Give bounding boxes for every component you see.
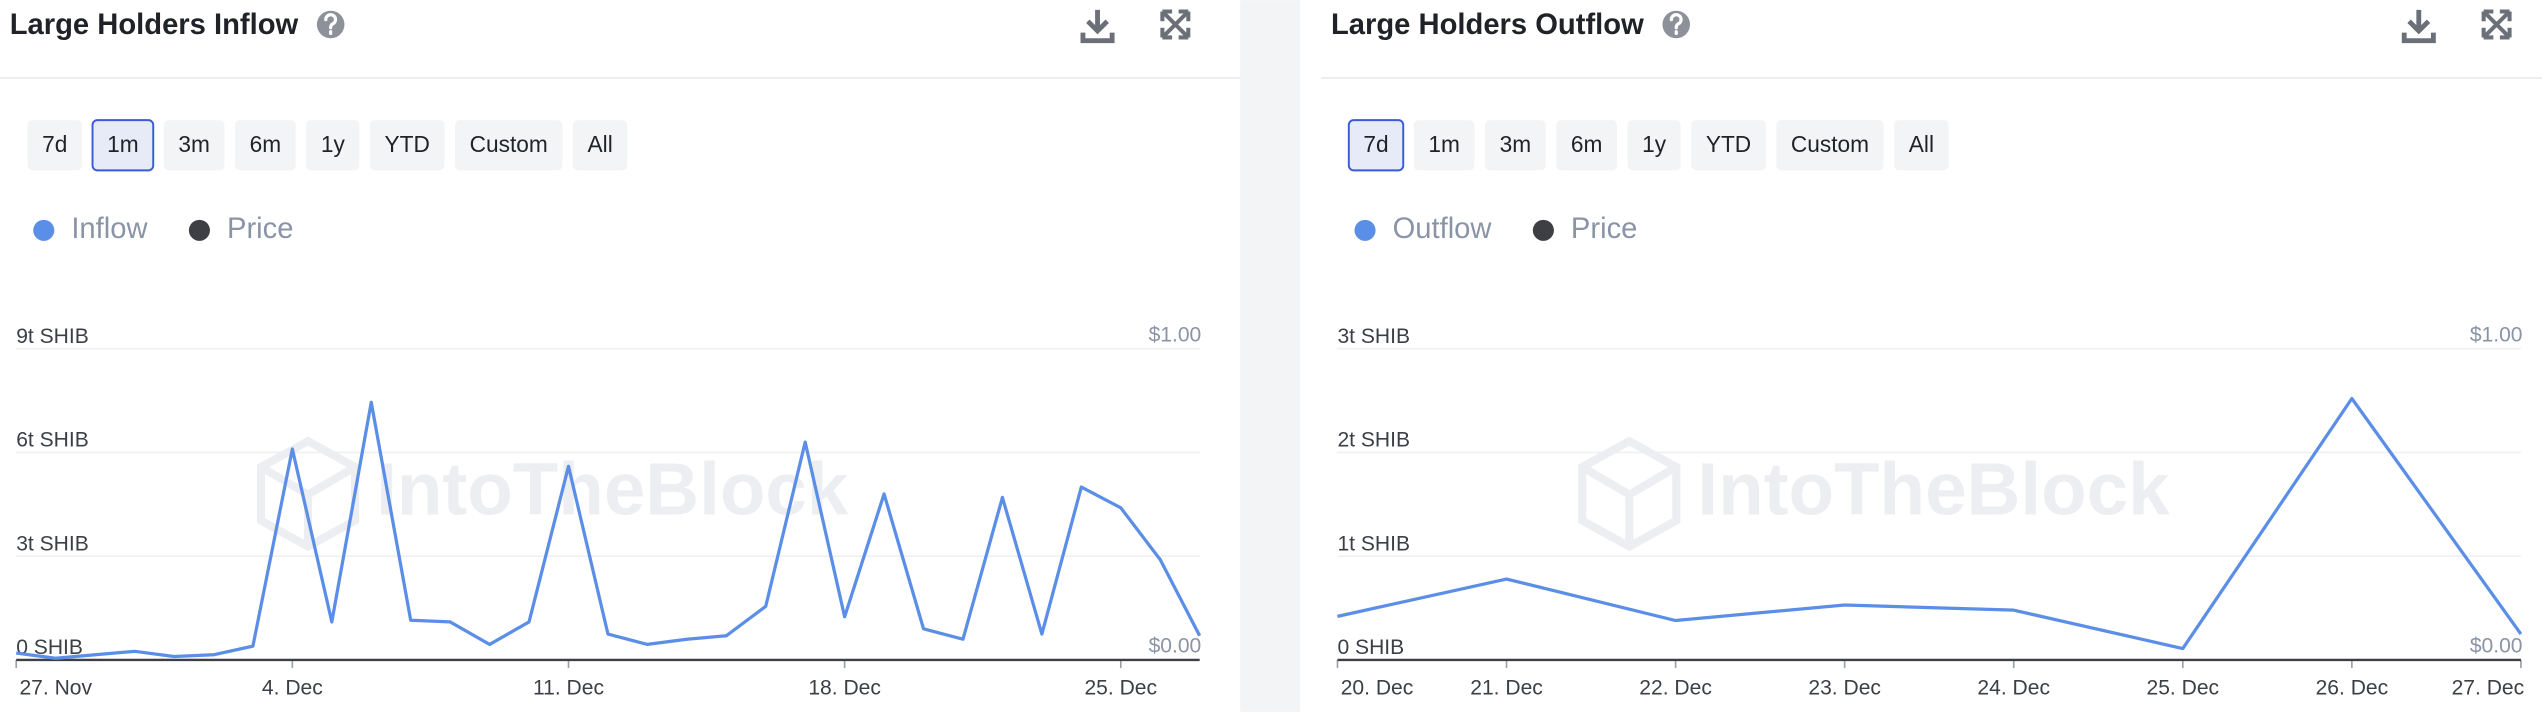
- x-tick-label: 27. Nov: [19, 677, 92, 700]
- range-button[interactable]: [1485, 120, 1546, 171]
- legend-marker[interactable]: [1532, 219, 1554, 241]
- help-glyph: [324, 13, 338, 36]
- range-button[interactable]: [163, 120, 225, 171]
- range-button-label[interactable]: Custom: [470, 131, 548, 157]
- range-button-label[interactable]: All: [1909, 131, 1934, 157]
- x-tick-label: 27. Dec: [2452, 677, 2525, 700]
- legend-label[interactable]: Inflow: [71, 213, 148, 245]
- range-button[interactable]: [1413, 120, 1475, 171]
- range-button[interactable]: [1776, 120, 1884, 171]
- panel-title: Large Holders Outflow: [1331, 9, 1644, 41]
- y-tick-label: 1t SHIB: [1337, 532, 1410, 555]
- expand-icon[interactable]: [2481, 9, 2512, 40]
- watermark: IntoTheBlock: [376, 446, 849, 530]
- download-icon[interactable]: [1080, 9, 1115, 44]
- y-tick-label: 6t SHIB: [16, 429, 89, 452]
- range-button-label[interactable]: 7d: [42, 131, 67, 157]
- range-button[interactable]: [235, 120, 296, 171]
- range-button[interactable]: [1691, 120, 1766, 171]
- range-button[interactable]: [455, 120, 563, 171]
- range-button-label[interactable]: 3m: [1500, 131, 1532, 157]
- range-button-label[interactable]: 1m: [1428, 131, 1460, 157]
- range-button-label[interactable]: 6m: [1571, 131, 1603, 157]
- legend-marker[interactable]: [188, 219, 210, 241]
- range-button-label[interactable]: 7d: [1363, 131, 1388, 157]
- legend-label[interactable]: Outflow: [1393, 213, 1493, 245]
- help-glyph: [1669, 13, 1683, 36]
- data-line: [1337, 396, 2523, 651]
- range-button-label[interactable]: 1y: [1642, 131, 1667, 157]
- range-button[interactable]: [27, 120, 82, 171]
- range-button[interactable]: [572, 120, 628, 171]
- range-button[interactable]: [369, 120, 445, 171]
- y2-tick-label: $0.00: [2470, 635, 2523, 658]
- x-tick-label: 21. Dec: [1470, 677, 1543, 700]
- x-tick-label: 25. Dec: [2146, 677, 2219, 700]
- y-tick-label: 9t SHIB: [16, 325, 89, 348]
- y-tick-label: 0 SHIB: [16, 636, 83, 659]
- x-tick-label: 20. Dec: [1341, 677, 1414, 700]
- watermark: IntoTheBlock: [1697, 446, 2170, 530]
- y-tick-label: 3t SHIB: [1337, 325, 1410, 348]
- y-tick-label: 2t SHIB: [1337, 429, 1410, 452]
- range-button[interactable]: [1556, 120, 1617, 171]
- legend-label[interactable]: Price: [1571, 213, 1637, 245]
- range-button-label[interactable]: 1m: [107, 131, 139, 157]
- panel: Large Holders Inflow 7d 1m 3m 6m 1y YTD Custom A…: [0, 9, 1241, 661]
- legend-marker[interactable]: [1354, 219, 1376, 241]
- range-button-label[interactable]: 6m: [250, 131, 282, 157]
- panel-title: Large Holders Inflow: [10, 9, 299, 41]
- range-button-label[interactable]: Custom: [1791, 131, 1869, 157]
- range-button-label[interactable]: All: [588, 131, 613, 157]
- range-button[interactable]: [1627, 120, 1681, 171]
- legend-marker[interactable]: [33, 219, 55, 241]
- watermark-logo: [1578, 436, 1681, 552]
- data-line: [16, 400, 1202, 660]
- y2-tick-label: $0.00: [1149, 635, 1202, 658]
- x-tick-label: 26. Dec: [2316, 677, 2389, 700]
- gutter: [1240, 0, 1301, 712]
- y-tick-label: 0 SHIB: [1337, 636, 1404, 659]
- range-button[interactable]: [1347, 119, 1405, 172]
- range-button-label[interactable]: 1y: [321, 131, 346, 157]
- download-icon[interactable]: [2401, 9, 2436, 44]
- x-tick-label: 22. Dec: [1639, 677, 1712, 700]
- x-tick-label: 25. Dec: [1084, 677, 1157, 700]
- x-tick-label: 23. Dec: [1808, 677, 1881, 700]
- x-tick-label: 4. Dec: [262, 677, 323, 700]
- range-button[interactable]: [91, 119, 155, 172]
- x-tick-label: 11. Dec: [533, 677, 604, 700]
- x-tick-label: 18. Dec: [808, 677, 881, 700]
- range-button-label[interactable]: 3m: [178, 131, 210, 157]
- range-button-label[interactable]: YTD: [1706, 131, 1751, 157]
- y2-tick-label: $1.00: [2470, 323, 2523, 346]
- range-button[interactable]: [1894, 120, 1949, 171]
- range-button[interactable]: [306, 120, 360, 171]
- y2-tick-label: $1.00: [1149, 323, 1202, 346]
- y-tick-label: 3t SHIB: [16, 532, 89, 555]
- range-button-label[interactable]: YTD: [385, 131, 430, 157]
- legend-label[interactable]: Price: [227, 213, 293, 245]
- expand-icon[interactable]: [1160, 9, 1191, 40]
- x-tick-label: 24. Dec: [1977, 677, 2050, 700]
